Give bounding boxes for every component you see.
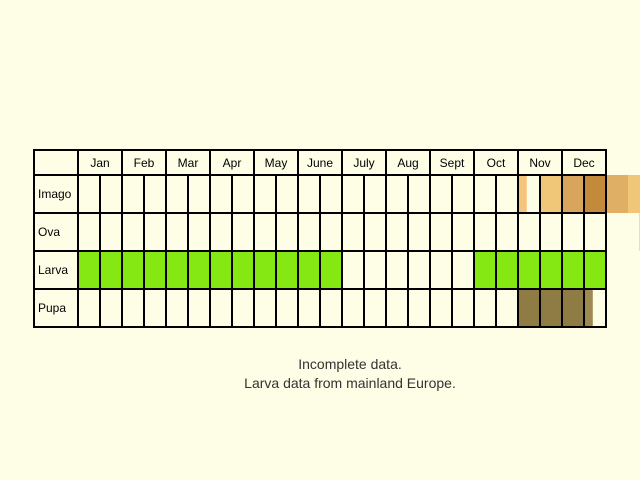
month-label-jan: Jan bbox=[90, 156, 109, 170]
month-label-aug: Aug bbox=[397, 156, 418, 170]
fill-imago-0 bbox=[518, 175, 527, 213]
month-label-dec: Dec bbox=[573, 156, 594, 170]
month-label-nov: Nov bbox=[529, 156, 550, 170]
note-incomplete-data: Incomplete data. bbox=[298, 356, 402, 372]
month-label-sept: Sept bbox=[440, 156, 465, 170]
month-label-may: May bbox=[265, 156, 288, 170]
fill-imago-2 bbox=[562, 175, 584, 213]
fill-imago-4 bbox=[606, 175, 628, 213]
month-label-mar: Mar bbox=[178, 156, 199, 170]
month-label-apr: Apr bbox=[223, 156, 242, 170]
fill-imago-1 bbox=[540, 175, 562, 213]
note-larva-source: Larva data from mainland Europe. bbox=[244, 375, 456, 391]
fill-pupa-0 bbox=[518, 289, 584, 327]
fill-imago-3 bbox=[584, 175, 606, 213]
chart-labels: Jan Feb Mar Apr May June July Aug Sept Oct Nov Dec I… bbox=[38, 156, 595, 315]
month-label-july: July bbox=[353, 156, 374, 170]
row-label-larva: Larva bbox=[38, 263, 68, 277]
month-label-june: June bbox=[307, 156, 333, 170]
row-label-pupa: Pupa bbox=[38, 301, 66, 315]
fill-pupa-1 bbox=[584, 289, 593, 327]
month-label-feb: Feb bbox=[134, 156, 155, 170]
row-label-imago: Imago bbox=[38, 187, 72, 201]
fill-imago-5 bbox=[628, 175, 640, 213]
month-label-oct: Oct bbox=[487, 156, 506, 170]
chart-grid bbox=[33, 149, 607, 328]
row-label-ova: Ova bbox=[38, 225, 60, 239]
